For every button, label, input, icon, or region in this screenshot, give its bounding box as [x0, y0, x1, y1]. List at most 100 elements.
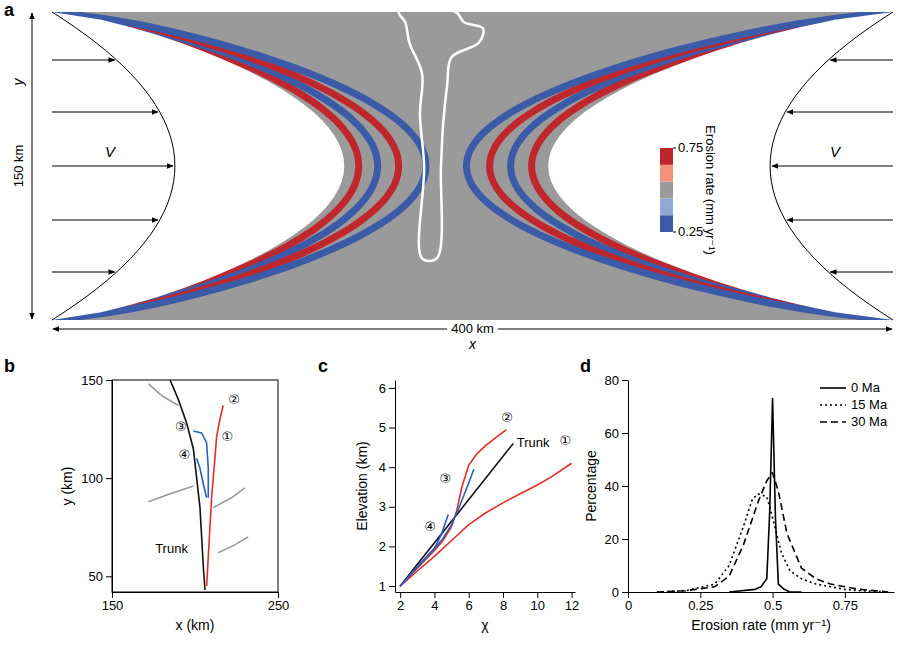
tick: 0.5	[764, 592, 782, 613]
colorbar-tick	[673, 148, 676, 149]
y-extent-arrow	[32, 13, 33, 319]
series-line	[657, 473, 888, 592]
tick-label: 6	[466, 598, 473, 613]
tick: 150	[102, 592, 124, 613]
tick-mark	[389, 546, 395, 547]
legend-swatch	[820, 387, 846, 389]
annotation: Trunk	[517, 435, 550, 450]
annotation: ①	[560, 433, 572, 448]
velocity-arrow	[52, 272, 115, 273]
tick-mark	[389, 586, 395, 587]
annotation: ③	[440, 471, 452, 486]
tick: 100	[81, 471, 112, 486]
panel-letter: c	[318, 356, 328, 376]
tick-label: 40	[605, 479, 619, 494]
panel-letter: b	[4, 356, 15, 376]
plot-marks	[400, 430, 571, 587]
tick-mark	[773, 592, 774, 598]
tick: 12	[565, 592, 579, 613]
tick-mark	[700, 592, 701, 598]
tick-mark	[278, 592, 279, 598]
series-line	[193, 431, 208, 498]
velocity-arrow	[787, 112, 893, 113]
series-line	[213, 488, 245, 508]
velocity-label: V	[830, 143, 842, 160]
series-line	[400, 430, 506, 587]
erosion-stripe	[490, 12, 893, 320]
tick-label: 8	[500, 598, 507, 613]
tick: 2	[397, 592, 404, 613]
panel-letter: a	[4, 0, 15, 20]
tick-label: 80	[605, 373, 619, 388]
tick-mark	[389, 507, 395, 508]
tick-mark	[389, 428, 395, 429]
tick-mark	[112, 592, 113, 598]
legend-label: 0 Ma	[851, 380, 881, 395]
tick-label: 0.25	[688, 598, 713, 613]
colorbar-cell	[660, 165, 673, 182]
y-axis-line	[395, 381, 396, 593]
series-line	[400, 515, 448, 586]
tick-label: 1	[379, 579, 386, 594]
x-axis-line	[396, 592, 576, 593]
tick: 50	[89, 569, 112, 584]
tick: 4	[379, 460, 395, 475]
series-line	[170, 380, 205, 590]
tick: 2	[379, 539, 395, 554]
legend-label: 15 Ma	[851, 397, 888, 412]
tick-mark	[537, 592, 538, 598]
colorbar-cell	[660, 182, 673, 199]
x-axis: 150250	[102, 592, 290, 613]
tick-label: 0.75	[833, 598, 858, 613]
velocity-label: V	[105, 143, 117, 160]
series-line	[149, 486, 194, 502]
tick-label: 6	[379, 381, 386, 396]
tick: 3	[379, 499, 395, 514]
x-axis-title: χ	[481, 617, 489, 633]
tick-label: 60	[605, 426, 619, 441]
annotation: ②	[228, 392, 240, 407]
tick-label: 2	[379, 539, 386, 554]
y-axis-line	[112, 381, 113, 593]
annotation: ④	[424, 519, 436, 534]
x-axis: 00.250.50.75	[625, 592, 895, 613]
tick: 10	[531, 592, 545, 613]
series-line	[729, 399, 801, 592]
annotation: ④	[178, 447, 190, 462]
series-line	[197, 459, 207, 498]
plot-marks	[149, 380, 249, 590]
tick-mark	[622, 592, 628, 593]
tick: 20	[605, 532, 628, 547]
tick: 0.25	[688, 592, 713, 613]
tick: 60	[605, 426, 628, 441]
y-axis: 020406080	[605, 373, 629, 600]
tick-label: 4	[431, 598, 438, 613]
y-axis-title: Elevation (km)	[354, 441, 370, 530]
panel-letter: d	[580, 356, 591, 376]
x-axis-title: x (km)	[176, 617, 215, 633]
y-axis: 123456	[379, 381, 396, 594]
x-axis-title: Erosion rate (mm yr⁻¹)	[691, 617, 831, 633]
colorbar-tick-label: 0.25	[678, 224, 703, 239]
series-line	[657, 494, 888, 592]
erosion-stripe	[511, 12, 893, 320]
x-axis-line	[629, 592, 895, 593]
velocity-arrow	[830, 272, 893, 273]
tick-mark	[503, 592, 504, 598]
x-label: x	[468, 336, 477, 352]
velocity-arrow	[787, 220, 893, 221]
erosion-stripe	[52, 12, 426, 320]
tick-mark	[434, 592, 435, 598]
field-background	[52, 12, 893, 320]
tick-label: 2	[397, 598, 404, 613]
velocity-arrow	[52, 166, 173, 167]
annotation: Trunk	[155, 541, 188, 556]
field	[52, 12, 893, 320]
erosion-stripe	[467, 12, 894, 320]
erosion-stripe	[52, 12, 359, 320]
tick: 4	[431, 592, 438, 613]
y-axis-title: Percentage	[583, 450, 599, 522]
tick-mark	[622, 539, 628, 540]
series-line	[400, 469, 474, 586]
basin-outline	[399, 12, 484, 261]
